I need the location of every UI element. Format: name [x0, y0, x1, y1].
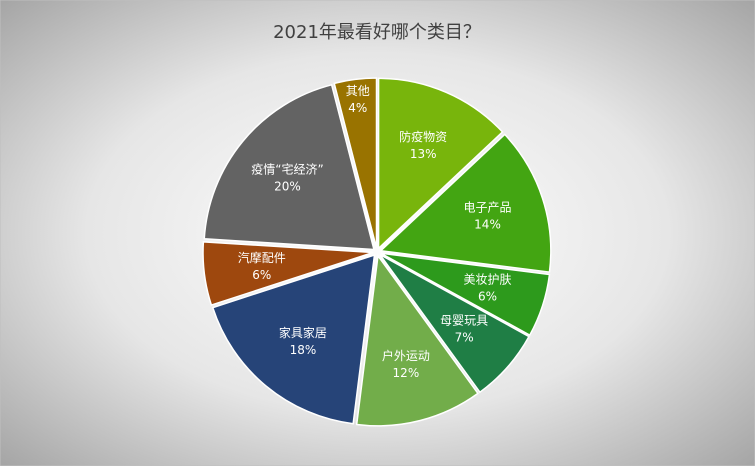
- slice-label: 电子产品: [464, 201, 512, 215]
- value-label: 4%: [348, 101, 367, 115]
- pie-slice: [211, 254, 376, 425]
- pie-slice: [203, 83, 375, 251]
- value-label: 6%: [478, 289, 497, 303]
- slice-label: 其他: [346, 84, 370, 98]
- value-label: 6%: [252, 268, 271, 282]
- value-label: 20%: [274, 179, 301, 193]
- pie-slice: [379, 133, 552, 273]
- chart-title: 2021年最看好哪个类目？: [273, 22, 481, 43]
- slice-label: 防疫物资: [399, 129, 447, 144]
- slice-label: 户外运动: [382, 348, 430, 363]
- value-label: 13%: [410, 147, 437, 161]
- value-label: 7%: [455, 330, 474, 344]
- pie-slice: [379, 253, 530, 394]
- pie-slice: [202, 241, 374, 306]
- pie-slice: [380, 252, 551, 337]
- slice-label: 美妆护肤: [464, 271, 512, 286]
- pie-slice: [377, 77, 504, 251]
- pie-slice: [333, 77, 378, 249]
- slice-label: 家具家居: [279, 325, 327, 340]
- slice-label: 汽摩配件: [238, 250, 286, 265]
- value-label: 14%: [474, 218, 501, 232]
- slice-label: 疫情“宅经济”: [251, 161, 323, 176]
- slice-label: 母婴玩具: [440, 313, 488, 327]
- value-label: 18%: [290, 343, 317, 357]
- value-label: 12%: [393, 366, 420, 380]
- pie-slice: [355, 253, 479, 427]
